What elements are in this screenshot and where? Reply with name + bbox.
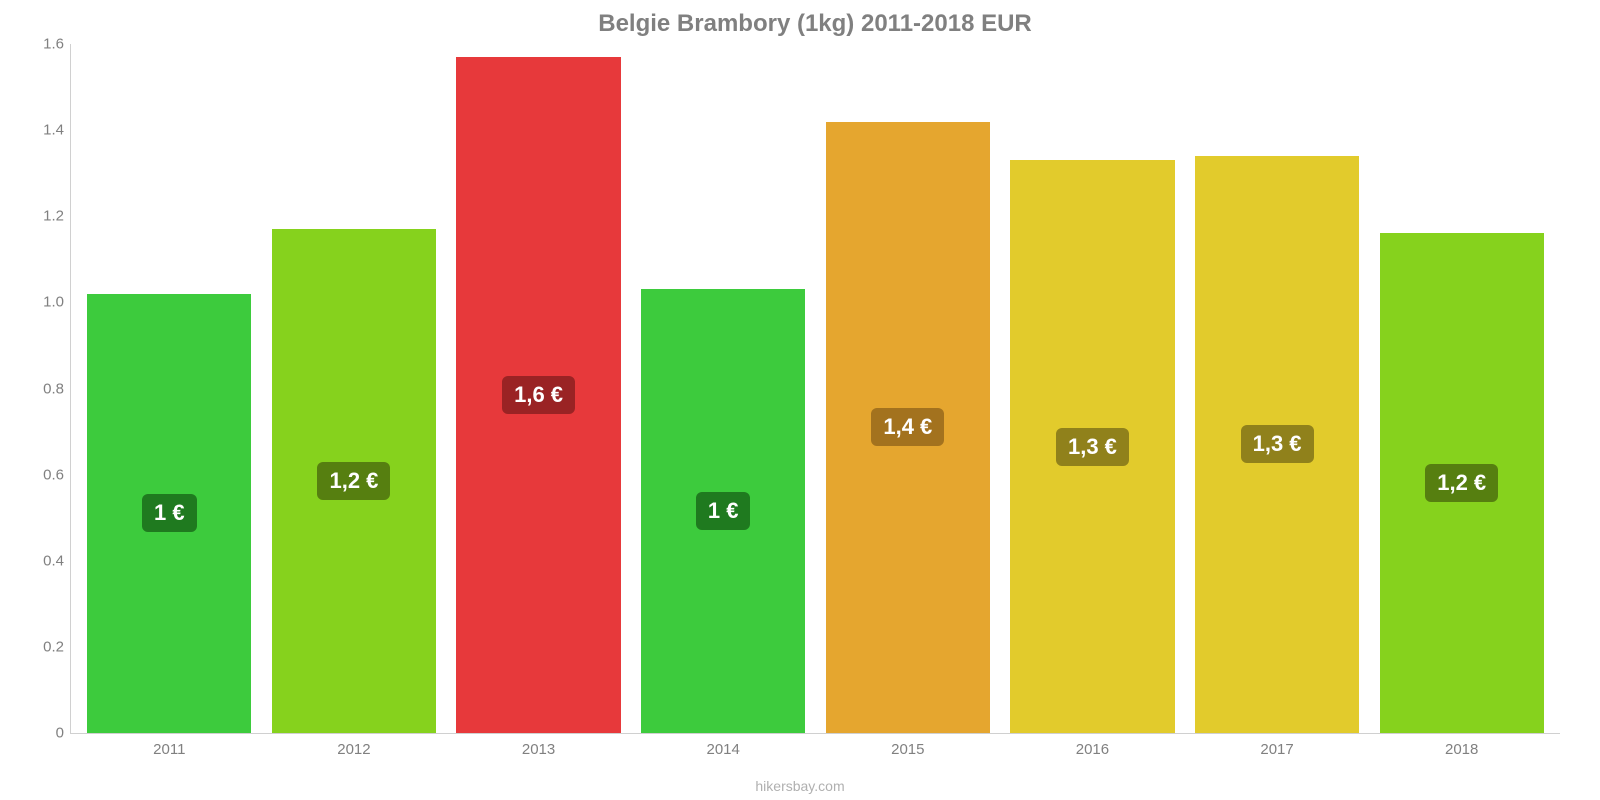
bar: 1,2 € [1380, 233, 1544, 733]
x-tick-label: 2014 [707, 741, 740, 758]
x-tick-label: 2017 [1260, 741, 1293, 758]
value-badge: 1,2 € [317, 462, 390, 500]
y-tick-label: 1.0 [16, 294, 64, 311]
x-tick-label: 2016 [1076, 741, 1109, 758]
bar-slot: 1,4 €2015 [816, 44, 1001, 733]
bar: 1 € [641, 289, 805, 733]
bar-slot: 1 €2011 [77, 44, 262, 733]
value-badge: 1,3 € [1241, 425, 1314, 463]
x-tick-label: 2011 [153, 741, 185, 758]
y-tick-label: 1.4 [16, 122, 64, 139]
bar: 1,3 € [1195, 156, 1359, 733]
y-tick-label: 0.2 [16, 638, 64, 655]
bar-slot: 1,6 €2013 [446, 44, 631, 733]
bar-slot: 1 €2014 [631, 44, 816, 733]
value-badge: 1 € [696, 492, 751, 530]
bar: 1,6 € [456, 57, 620, 733]
y-tick-label: 0 [16, 725, 64, 742]
credit-text: hikersbay.com [0, 778, 1600, 794]
bars-container: 1 €20111,2 €20121,6 €20131 €20141,4 €201… [71, 44, 1560, 733]
value-badge: 1,3 € [1056, 428, 1129, 466]
x-tick-label: 2018 [1445, 741, 1478, 758]
bar: 1 € [87, 294, 251, 733]
x-tick-label: 2015 [891, 741, 924, 758]
value-badge: 1,2 € [1425, 464, 1498, 502]
y-tick-label: 0.8 [16, 380, 64, 397]
bar: 1,4 € [826, 122, 990, 733]
x-tick-label: 2013 [522, 741, 555, 758]
bar-slot: 1,3 €2016 [1000, 44, 1185, 733]
y-tick-label: 1.6 [16, 36, 64, 53]
chart-title: Belgie Brambory (1kg) 2011-2018 EUR [70, 10, 1560, 38]
value-badge: 1,4 € [871, 408, 944, 446]
bar-chart: Belgie Brambory (1kg) 2011-2018 EUR 1 €2… [0, 0, 1600, 800]
y-tick-label: 1.2 [16, 208, 64, 225]
bar-slot: 1,2 €2018 [1369, 44, 1554, 733]
value-badge: 1 € [142, 494, 197, 532]
y-tick-label: 0.4 [16, 552, 64, 569]
bar: 1,2 € [272, 229, 436, 733]
value-badge: 1,6 € [502, 376, 575, 414]
y-tick-label: 0.6 [16, 466, 64, 483]
plot-area: 1 €20111,2 €20121,6 €20131 €20141,4 €201… [70, 44, 1560, 734]
x-tick-label: 2012 [337, 741, 370, 758]
bar: 1,3 € [1010, 160, 1174, 733]
bar-slot: 1,3 €2017 [1185, 44, 1370, 733]
bar-slot: 1,2 €2012 [262, 44, 447, 733]
